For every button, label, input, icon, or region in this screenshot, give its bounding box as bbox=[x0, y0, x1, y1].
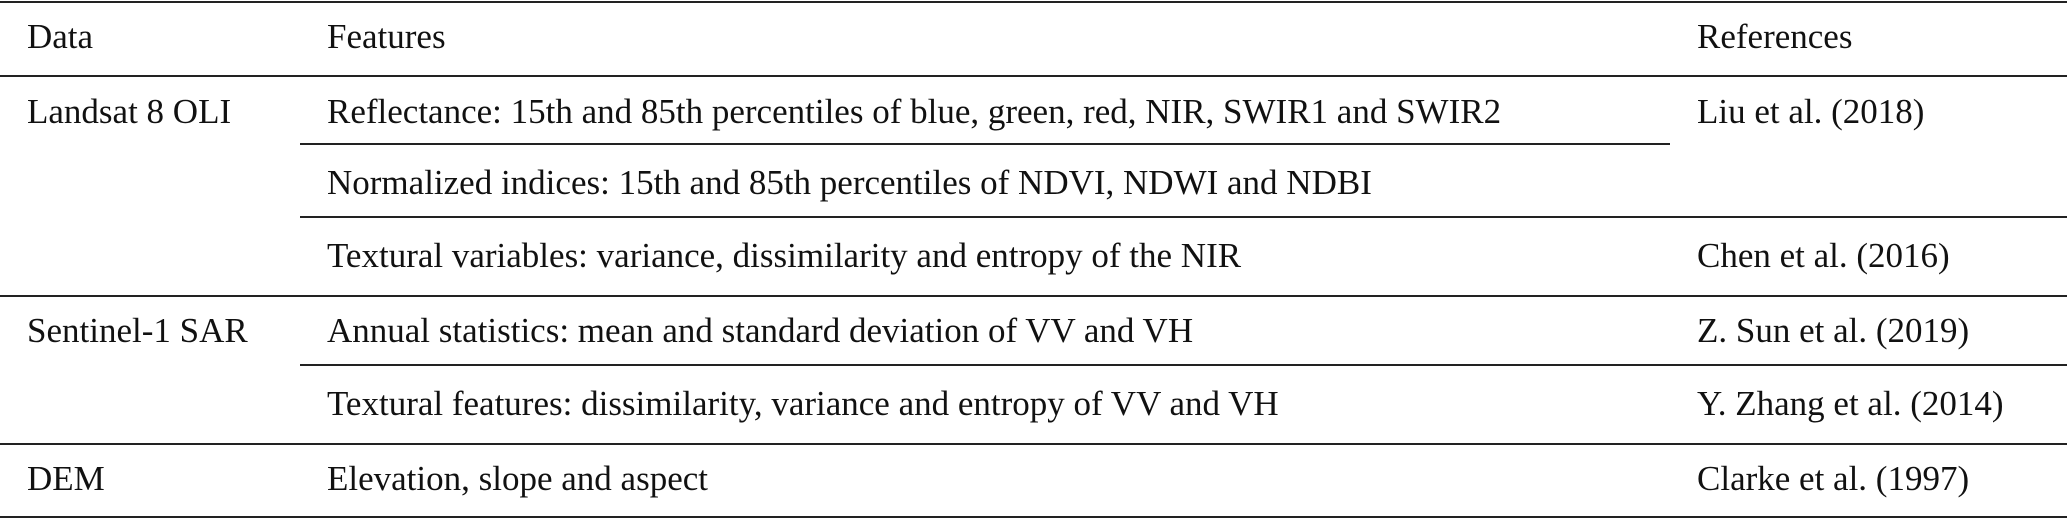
group-rule bbox=[0, 295, 2067, 297]
feature-cell: Textural variables: variance, dissimilar… bbox=[327, 236, 1242, 275]
row-divider bbox=[300, 143, 1670, 145]
header-rule bbox=[0, 75, 2067, 77]
header-references: References bbox=[1697, 17, 1853, 56]
data-cell: DEM bbox=[27, 459, 105, 498]
header-data: Data bbox=[27, 17, 94, 56]
feature-cell: Normalized indices: 15th and 85th percen… bbox=[327, 163, 1372, 202]
row-divider bbox=[300, 216, 2067, 218]
feature-cell: Textural features: dissimilarity, varian… bbox=[327, 384, 1279, 423]
top-rule bbox=[0, 1, 2067, 3]
reference-cell: Z. Sun et al. (2019) bbox=[1697, 311, 1970, 350]
bottom-rule bbox=[0, 516, 2067, 518]
reference-cell: Clarke et al. (1997) bbox=[1697, 459, 1970, 498]
group-rule bbox=[0, 443, 2067, 445]
data-cell: Sentinel-1 SAR bbox=[27, 311, 248, 350]
row-divider bbox=[300, 364, 2067, 366]
reference-cell: Chen et al. (2016) bbox=[1697, 236, 1950, 275]
feature-cell: Annual statistics: mean and standard dev… bbox=[327, 311, 1194, 350]
feature-cell: Elevation, slope and aspect bbox=[327, 459, 708, 498]
data-cell: Landsat 8 OLI bbox=[27, 92, 232, 131]
reference-cell: Y. Zhang et al. (2014) bbox=[1697, 384, 2004, 423]
reference-cell: Liu et al. (2018) bbox=[1697, 92, 1925, 131]
feature-cell: Reflectance: 15th and 85th percentiles o… bbox=[327, 92, 1502, 131]
header-features: Features bbox=[327, 17, 446, 56]
